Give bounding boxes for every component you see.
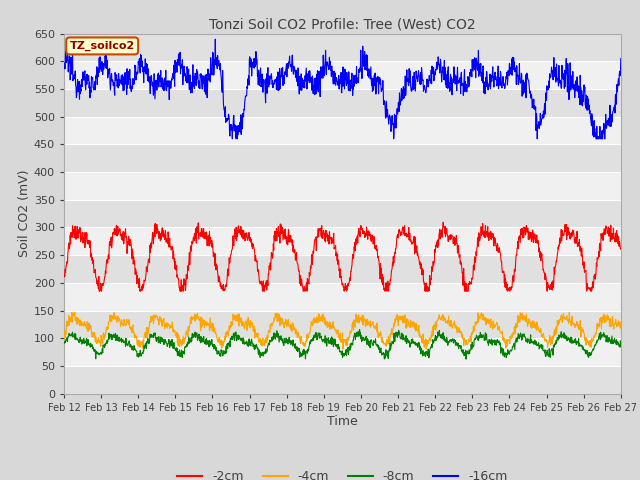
Bar: [64, 311, 621, 338]
Bar: [64, 34, 621, 61]
Bar: [64, 144, 621, 172]
Bar: [64, 89, 621, 117]
Bar: [64, 200, 621, 228]
Y-axis label: Soil CO2 (mV): Soil CO2 (mV): [18, 170, 31, 257]
X-axis label: Time: Time: [327, 415, 358, 429]
Title: Tonzi Soil CO2 Profile: Tree (West) CO2: Tonzi Soil CO2 Profile: Tree (West) CO2: [209, 17, 476, 31]
Bar: [64, 366, 621, 394]
Legend: -2cm, -4cm, -8cm, -16cm: -2cm, -4cm, -8cm, -16cm: [172, 465, 513, 480]
Text: TZ_soilco2: TZ_soilco2: [70, 41, 135, 51]
Bar: [64, 255, 621, 283]
